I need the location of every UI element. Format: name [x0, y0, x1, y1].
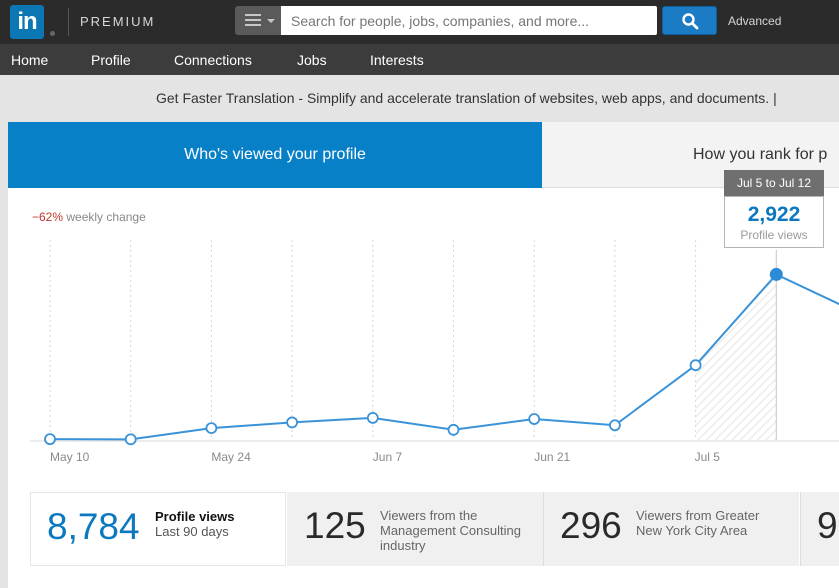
top-bar: in PREMIUM Advanced: [0, 0, 839, 44]
tab-whos-viewed[interactable]: Who's viewed your profile: [8, 122, 542, 188]
stat-more[interactable]: 9: [800, 492, 839, 566]
x-tick-label: Jun 21: [534, 450, 570, 464]
search-category-dropdown[interactable]: [235, 6, 281, 35]
ad-banner: Get Faster Translation - Simplify and ac…: [0, 75, 839, 122]
stat-label: Viewers from the Management Consulting i…: [380, 508, 521, 553]
nav-interests[interactable]: Interests: [370, 52, 424, 68]
stat-title: Profile views: [155, 509, 235, 524]
stat-profile-views[interactable]: 8,784 Profile views Last 90 days: [30, 492, 286, 566]
tooltip-label: Profile views: [740, 228, 808, 242]
weekly-change-value: −62%: [32, 210, 64, 224]
data-point: [609, 419, 621, 432]
stat-number: 125: [304, 505, 366, 546]
search-input[interactable]: [281, 6, 657, 35]
stat-number: 9: [817, 505, 838, 546]
x-tick-label: Jul 5: [695, 450, 721, 464]
nav-home[interactable]: Home: [11, 52, 49, 68]
tab-how-you-rank[interactable]: How you rank for p: [542, 122, 839, 188]
data-point: [205, 422, 218, 435]
x-tick-label: May 24: [211, 450, 251, 464]
x-tick-label: Jun 7: [373, 450, 403, 464]
data-point: [366, 411, 379, 424]
stat-number: 8,784: [47, 506, 140, 547]
x-tick-label: May 10: [50, 450, 90, 464]
logo-divider: [68, 8, 69, 36]
stat-label: Profile views Last 90 days: [155, 509, 234, 539]
data-point: [528, 413, 541, 425]
stat-location-viewers[interactable]: 296 Viewers from Greater New York City A…: [543, 492, 799, 566]
data-point: [447, 423, 460, 436]
stat-subtitle: Last 90 days: [155, 524, 229, 539]
stat-label: Viewers from Greater New York City Area: [636, 508, 760, 538]
weekly-change-label: weekly change: [66, 210, 146, 224]
nav-jobs[interactable]: Jobs: [297, 52, 327, 68]
search-button[interactable]: [662, 6, 717, 35]
ad-link[interactable]: Get Faster Translation - Simplify and ac…: [156, 90, 777, 106]
menu-icon: [245, 14, 261, 27]
stat-industry-viewers[interactable]: 125 Viewers from the Management Consulti…: [287, 492, 543, 566]
main-nav: Home Profile Connections Jobs Interests: [0, 44, 839, 75]
tooltip-value: 2,922: [747, 203, 801, 226]
stat-number: 296: [560, 505, 622, 546]
highlight-band: [695, 274, 777, 440]
weekly-change: −62% weekly change: [32, 210, 146, 224]
data-point-highlight: [769, 267, 783, 281]
chevron-down-icon: [267, 19, 275, 23]
tooltip: 2,922 Profile views: [724, 196, 824, 248]
data-point: [44, 433, 56, 446]
linkedin-logo[interactable]: in: [10, 5, 44, 39]
tooltip-date: Jul 5 to Jul 12: [724, 170, 824, 196]
nav-connections[interactable]: Connections: [174, 52, 252, 68]
data-point: [124, 433, 137, 446]
data-point: [286, 416, 299, 429]
advanced-search-link[interactable]: Advanced: [728, 14, 782, 28]
logo-dot: [50, 31, 55, 36]
nav-profile[interactable]: Profile: [91, 52, 131, 68]
premium-label: PREMIUM: [80, 14, 156, 29]
search-icon: [682, 13, 699, 30]
data-point: [689, 359, 702, 372]
